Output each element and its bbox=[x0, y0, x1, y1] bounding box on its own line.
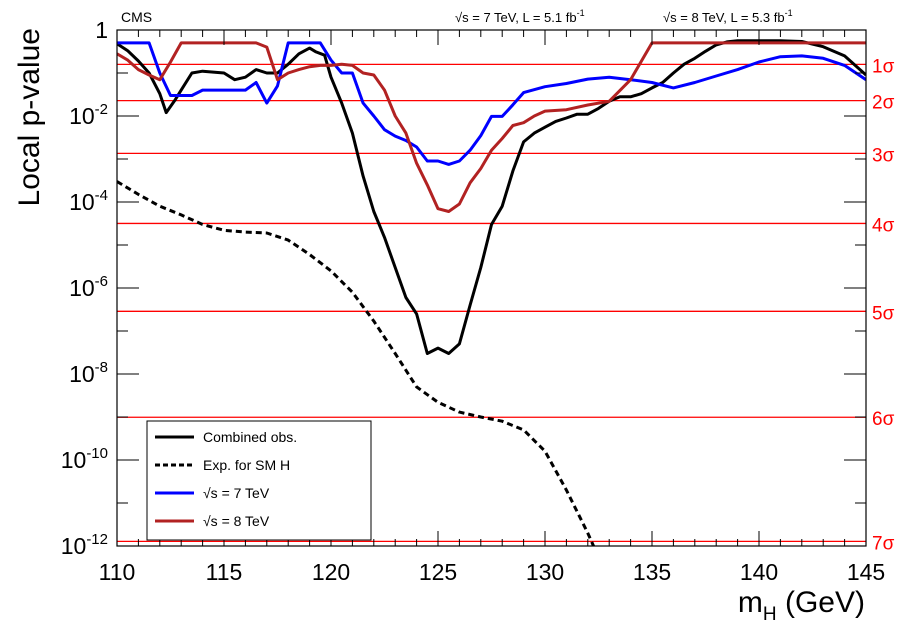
y-tick-label: 10-8 bbox=[69, 359, 108, 387]
lumi-7-label: √s = 7 TeV, L = 5.1 fb-1 bbox=[455, 8, 585, 25]
experiment-label: CMS bbox=[121, 9, 152, 25]
tick-labels: 110 115 120 125 130 135 140 145 1 10-2 10-4 10-6 10-… bbox=[61, 17, 885, 585]
legend: Combined obs. Exp. for SM H √s = 7 TeV √s =… bbox=[146, 420, 372, 541]
axis-ticks bbox=[116, 29, 867, 547]
y-tick-label: 10-6 bbox=[69, 273, 108, 301]
x-axis-label-subscript: H bbox=[763, 604, 777, 624]
legend-label-2: Exp. for SM H bbox=[203, 457, 290, 473]
x-tick-label: 135 bbox=[633, 559, 671, 585]
lumi-label: √s = 7 TeV, L = 5.1 fb-1 √s = 8 TeV, L =… bbox=[455, 8, 793, 25]
y-tick-label: 1 bbox=[95, 17, 108, 43]
x-tick-label: 110 bbox=[99, 559, 136, 585]
y-axis-label: Local p-value bbox=[13, 28, 46, 206]
series-line-3 bbox=[117, 41, 866, 166]
sigma-label-2: 2σ bbox=[872, 93, 895, 114]
x-tick-label: 120 bbox=[312, 559, 350, 585]
legend-label-3: √s = 7 TeV bbox=[203, 485, 270, 501]
legend-label-1: Combined obs. bbox=[203, 429, 297, 445]
y-tick-label: 10-12 bbox=[61, 531, 108, 559]
x-tick-label: 145 bbox=[847, 559, 885, 585]
series-line-1 bbox=[117, 39, 866, 355]
lumi-8-text: √s = 8 TeV, L = 5.3 fb bbox=[663, 10, 785, 25]
sigma-label-5: 5σ bbox=[872, 303, 895, 324]
y-tick-label: 10-10 bbox=[61, 445, 108, 473]
x-tick-label: 140 bbox=[740, 559, 778, 585]
x-tick-label: 125 bbox=[419, 559, 457, 585]
legend-label-4: √s = 8 TeV bbox=[203, 513, 270, 529]
sigma-label-6: 6σ bbox=[872, 409, 895, 430]
sigma-label-7: 7σ bbox=[872, 533, 895, 554]
series-line-4 bbox=[117, 41, 866, 213]
lumi-8-exponent: -1 bbox=[785, 8, 793, 18]
x-tick-label: 115 bbox=[206, 559, 243, 585]
sigma-label-1: 1σ bbox=[872, 56, 895, 77]
sigma-lines: 1σ 2σ 3σ 4σ 5σ 6σ 7σ bbox=[117, 56, 895, 554]
lumi-8-label: √s = 8 TeV, L = 5.3 fb-1 bbox=[663, 8, 793, 25]
x-axis-label-units: (GeV) bbox=[777, 586, 865, 619]
series-line-2 bbox=[117, 180, 596, 546]
y-tick-label: 10-4 bbox=[69, 187, 108, 215]
lumi-7-text: √s = 7 TeV, L = 5.1 fb bbox=[455, 10, 577, 25]
sigma-label-3: 3σ bbox=[872, 145, 895, 166]
lumi-7-exponent: -1 bbox=[577, 8, 585, 18]
sigma-label-4: 4σ bbox=[872, 215, 895, 236]
x-axis-label-main: m bbox=[738, 586, 763, 619]
x-axis-label: mH (GeV) bbox=[738, 586, 865, 624]
x-tick-label: 130 bbox=[526, 559, 564, 585]
y-tick-label: 10-2 bbox=[69, 101, 108, 129]
series-layer bbox=[117, 39, 866, 546]
